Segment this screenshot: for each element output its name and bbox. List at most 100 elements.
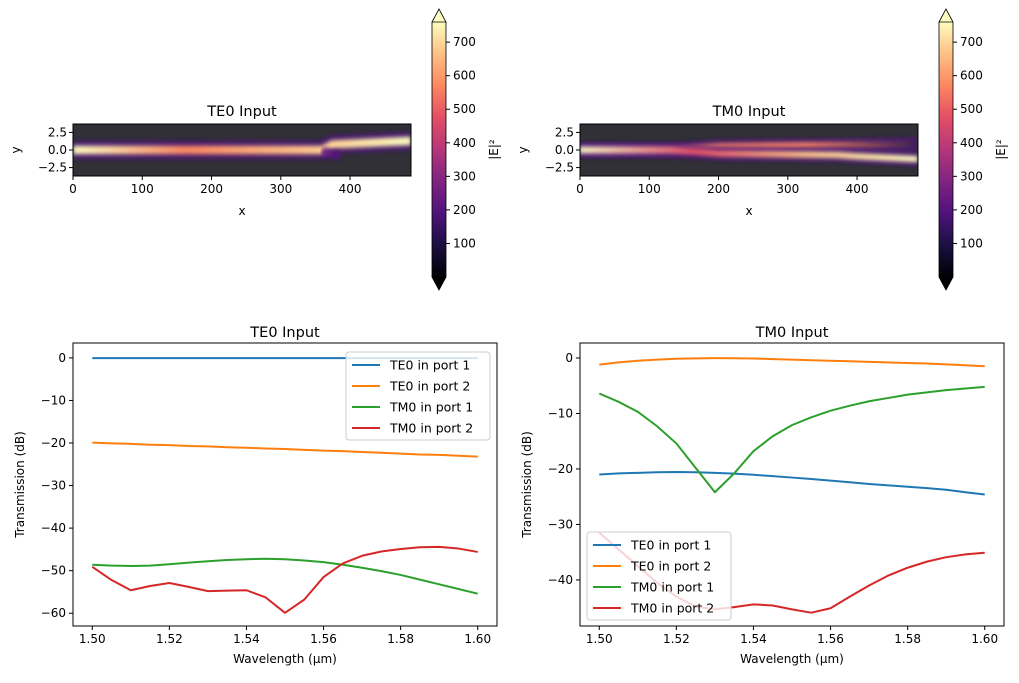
colorbar-tick-label: 300 bbox=[960, 169, 983, 183]
colorbar-tick-label: 500 bbox=[960, 102, 983, 116]
y-tick-label: 0 bbox=[58, 351, 66, 365]
mode-core bbox=[580, 146, 918, 163]
legend-entry: TE0 in port 2 bbox=[389, 379, 470, 394]
y-tick-label: −40 bbox=[41, 521, 66, 535]
colorbar-tick-label: 200 bbox=[960, 203, 983, 217]
axes-frame bbox=[72, 342, 498, 627]
x-tick-label: 1.56 bbox=[310, 632, 337, 646]
x-tick-label: 1.52 bbox=[156, 632, 183, 646]
legend-entry: TE0 in port 2 bbox=[630, 559, 711, 574]
y-tick-label: −50 bbox=[41, 564, 66, 578]
x-tick-label: 300 bbox=[269, 182, 292, 196]
heatmap-panel-1: TE0 Input 0 100 200 300 400 2.5 0.0 −2.5 x y 100 200… bbox=[9, 8, 501, 291]
y-tick-label: −2.5 bbox=[545, 161, 574, 175]
colorbar-tick-label: 100 bbox=[960, 236, 983, 250]
colorbar-gradient bbox=[939, 22, 953, 277]
x-tick-label: 400 bbox=[339, 182, 362, 196]
x-tick-label: 100 bbox=[131, 182, 154, 196]
legend: TE0 in port 1 TE0 in port 2 TM0 in port 1 T… bbox=[586, 531, 732, 621]
series-line-tm0-in-port-1 bbox=[598, 385, 985, 494]
y-tick-label: −10 bbox=[41, 393, 66, 407]
line-chart-panel-1: TE0 Input 1.50 1.52 1.54 1.56 1.58 1.60 0 −10 −20… bbox=[13, 325, 498, 666]
legend-entry: TE0 in port 1 bbox=[630, 538, 711, 553]
chart-title: TE0 Input bbox=[249, 325, 320, 341]
x-axis-label: x bbox=[745, 204, 752, 218]
x-tick-label: 1.60 bbox=[464, 632, 491, 646]
colorbar-extend-min bbox=[938, 276, 954, 291]
x-tick-label: 200 bbox=[707, 182, 730, 196]
colorbar-tick-label: 600 bbox=[453, 69, 476, 83]
x-tick-label: 1.56 bbox=[817, 632, 844, 646]
colorbar-tick-label: 400 bbox=[960, 136, 983, 150]
line-chart-panel-2: TM0 Input 1.50 1.52 1.54 1.56 1.58 1.60 0 −10 −20… bbox=[520, 325, 1005, 666]
legend-entry: TM0 in port 1 bbox=[630, 580, 714, 595]
colorbar: 100 200 300 400 500 600 700 |E|² bbox=[431, 8, 501, 291]
x-tick-label: 1.58 bbox=[894, 632, 921, 646]
x-tick-label: 300 bbox=[776, 182, 799, 196]
x-axis-label: Wavelength (µm) bbox=[740, 652, 844, 666]
colorbar-extend-max bbox=[431, 8, 447, 23]
colorbar-tick-label: 700 bbox=[453, 35, 476, 49]
legend-entry: TE0 in port 1 bbox=[389, 358, 470, 373]
x-tick-label: 200 bbox=[200, 182, 223, 196]
colorbar-extend-max bbox=[938, 8, 954, 23]
x-tick-label: 0 bbox=[576, 182, 584, 196]
y-axis-label: y bbox=[516, 146, 530, 153]
colorbar-extend-min bbox=[431, 276, 447, 291]
field-intensity bbox=[580, 137, 918, 167]
colorbar-tick-label: 500 bbox=[453, 102, 476, 116]
legend-box bbox=[586, 531, 732, 621]
colorbar-outline bbox=[431, 22, 447, 277]
y-tick-label: −2.5 bbox=[38, 161, 67, 175]
series-line-te0-in-port-2 bbox=[92, 441, 478, 458]
x-tick-label: 1.52 bbox=[663, 632, 690, 646]
colorbar-gradient bbox=[432, 22, 446, 277]
colorbar-tick-label: 600 bbox=[960, 69, 983, 83]
colorbar: 100 200 300 400 500 600 700 |E|² bbox=[938, 8, 1008, 291]
y-tick-label: −30 bbox=[41, 479, 66, 493]
colorbar-tick-label: 100 bbox=[453, 236, 476, 250]
x-tick-label: 1.60 bbox=[971, 632, 998, 646]
x-tick-label: 400 bbox=[846, 182, 869, 196]
x-tick-label: 1.50 bbox=[79, 632, 106, 646]
field-intensity bbox=[73, 131, 411, 161]
mode-core bbox=[321, 149, 341, 159]
x-tick-label: 1.54 bbox=[233, 632, 260, 646]
chart-title: TM0 Input bbox=[755, 325, 829, 341]
y-tick-label: −20 bbox=[41, 436, 66, 450]
legend-box bbox=[345, 351, 491, 441]
y-axis-label: Transmission (dB) bbox=[13, 431, 27, 539]
chart-title: TM0 Input bbox=[712, 104, 786, 120]
y-tick-label: −10 bbox=[548, 406, 573, 420]
y-tick-label: 2.5 bbox=[555, 125, 574, 139]
y-tick-label: −60 bbox=[41, 606, 66, 620]
heatmap-panel-2: TM0 Input 0 100 200 300 400 2.5 0.0 −2.5 x y 100 200… bbox=[516, 8, 1008, 291]
x-tick-label: 0 bbox=[69, 182, 77, 196]
colorbar-tick-label: 200 bbox=[453, 203, 476, 217]
colorbar-outline bbox=[938, 22, 954, 277]
legend-entry: TM0 in port 1 bbox=[389, 400, 473, 415]
legend-entry: TM0 in port 2 bbox=[389, 421, 473, 436]
legend-entry: TM0 in port 2 bbox=[630, 601, 714, 616]
axes-frame bbox=[579, 342, 1005, 627]
y-tick-label: 0 bbox=[565, 351, 573, 365]
series-line-tm0-in-port-1 bbox=[92, 557, 478, 595]
colorbar-label: |E|² bbox=[487, 139, 501, 160]
colorbar-label: |E|² bbox=[994, 139, 1008, 160]
chart-title: TE0 Input bbox=[206, 104, 277, 120]
legend: TE0 in port 1 TE0 in port 2 TM0 in port 1 T… bbox=[345, 351, 491, 441]
x-tick-label: 1.54 bbox=[740, 632, 767, 646]
y-tick-label: 2.5 bbox=[48, 125, 67, 139]
colorbar-tick-label: 300 bbox=[453, 169, 476, 183]
mode-core bbox=[73, 136, 411, 155]
x-tick-label: 100 bbox=[638, 182, 661, 196]
y-tick-label: 0.0 bbox=[555, 143, 574, 157]
y-axis-label: Transmission (dB) bbox=[520, 431, 534, 539]
y-tick-label: −20 bbox=[548, 462, 573, 476]
x-axis-label: Wavelength (µm) bbox=[233, 652, 337, 666]
series-line-te0-in-port-1 bbox=[599, 471, 985, 496]
series-line-tm0-in-port-2 bbox=[91, 545, 478, 614]
x-axis-label: x bbox=[238, 204, 245, 218]
y-tick-label: −40 bbox=[548, 573, 573, 587]
